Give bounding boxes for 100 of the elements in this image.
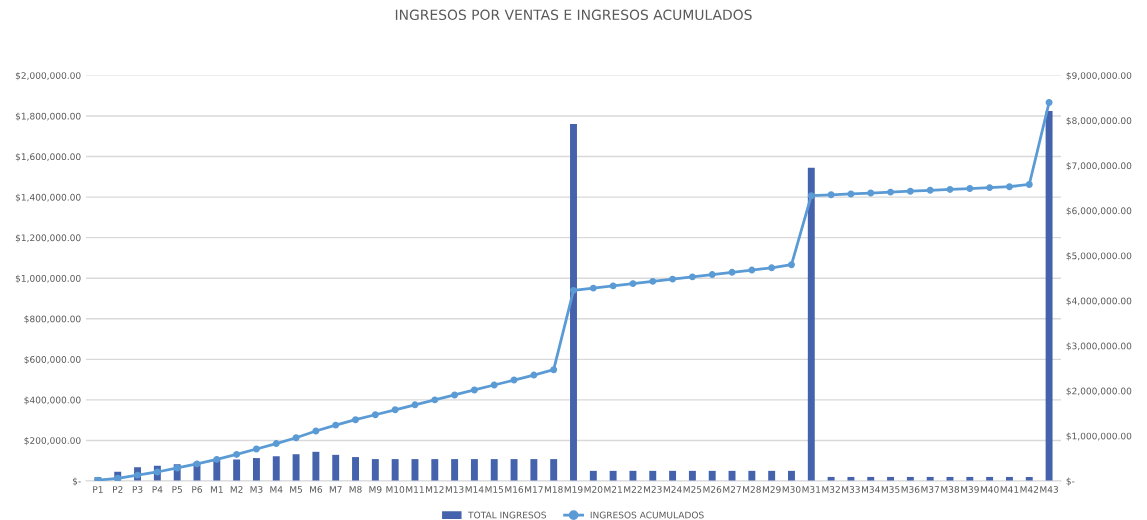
y-tick-label: $1,200,000.00 [15, 234, 81, 243]
x-tick-label: M9 [369, 486, 382, 493]
y2-tick-label: $4,000,000.00 [1066, 297, 1132, 306]
point [292, 434, 300, 442]
point [847, 190, 855, 198]
point [609, 282, 617, 290]
x-tick-label: M31 [802, 486, 821, 493]
point [966, 185, 974, 192]
point [827, 191, 835, 199]
point [272, 440, 280, 448]
x-tick-label: M17 [525, 486, 543, 493]
bar [332, 454, 340, 481]
y2-tick-label: $- [1066, 477, 1075, 486]
y2-tick-label: $1,000,000.00 [1066, 432, 1132, 441]
point [629, 280, 637, 288]
y2-tick-label: $3,000,000.00 [1066, 342, 1132, 351]
point [649, 277, 657, 285]
x-tick-label: M24 [663, 486, 682, 493]
x-tick-label: M25 [683, 486, 702, 493]
x-tick-label: M30 [782, 486, 801, 493]
point [887, 188, 895, 196]
point [906, 187, 914, 195]
x-tick-label: M18 [544, 486, 563, 493]
x-tick-label: M4 [270, 486, 283, 493]
bar [629, 470, 637, 481]
point [570, 286, 577, 294]
x-tick-label: P2 [113, 486, 123, 493]
x-tick-label: M27 [723, 486, 741, 493]
y-tick-label: $1,400,000.00 [15, 193, 81, 202]
point [728, 268, 736, 276]
point [946, 185, 954, 193]
point [1025, 180, 1033, 188]
x-tick-label: M28 [743, 486, 761, 493]
bar [748, 470, 756, 481]
point [371, 411, 379, 419]
bar [807, 167, 815, 481]
y-tick-label: $1,600,000.00 [15, 153, 81, 162]
point [134, 471, 142, 479]
y2-tick-label: $5,000,000.00 [1066, 252, 1132, 261]
bar [292, 454, 300, 481]
bar [470, 459, 478, 481]
point [411, 401, 419, 409]
point [986, 184, 994, 192]
point [193, 460, 201, 468]
bar [589, 470, 597, 481]
y2-tick-label: $7,000,000.00 [1066, 162, 1132, 171]
x-tick-label: M43 [1040, 486, 1058, 493]
bar [768, 470, 776, 481]
x-tick-label: M13 [445, 486, 464, 493]
point [173, 464, 181, 472]
point [352, 416, 359, 424]
x-tick-label: M21 [604, 486, 622, 493]
point [748, 266, 756, 274]
y2-tick-label: $6,000,000.00 [1066, 207, 1132, 216]
x-tick-label: M15 [485, 486, 504, 493]
legend-label: INGRESOS ACUMULADOS [590, 511, 704, 519]
x-tick-label: M6 [310, 486, 323, 493]
point [451, 391, 459, 399]
x-tick-label: M39 [961, 486, 979, 493]
bar [272, 456, 280, 481]
point [431, 396, 439, 404]
point [391, 406, 399, 414]
point [1005, 183, 1013, 191]
y-tick-label: $1,000,000.00 [15, 274, 81, 283]
x-tick-label: M35 [881, 486, 900, 493]
x-tick-label: M36 [901, 486, 920, 493]
point [153, 468, 161, 476]
x-tick-label: M33 [842, 486, 860, 493]
point [233, 450, 241, 458]
y-tick-label: $600,000.00 [24, 355, 81, 365]
point [530, 371, 538, 379]
point [867, 189, 875, 197]
bar [371, 459, 379, 481]
point [589, 284, 597, 292]
y-tick-label: $200,000.00 [24, 437, 81, 446]
y-tick-label: $400,000.00 [24, 396, 81, 405]
x-tick-label: M19 [564, 486, 583, 493]
bar [233, 459, 241, 481]
point [788, 261, 795, 269]
point [213, 455, 221, 463]
x-tick-label: M5 [290, 486, 303, 493]
x-tick-label: M16 [505, 486, 524, 493]
y-tick-label: $2,000,000.00 [15, 71, 81, 81]
x-tick-label: M23 [644, 486, 662, 493]
x-tick-label: M20 [584, 486, 603, 493]
point [550, 366, 558, 374]
bar [312, 451, 320, 481]
x-tick-label: M22 [624, 486, 642, 493]
x-tick-label: M3 [250, 486, 263, 493]
x-tick-label: M38 [941, 486, 960, 493]
bar [530, 459, 538, 481]
x-tick-label: M10 [386, 486, 405, 493]
y2-tick-label: $8,000,000.00 [1066, 117, 1132, 126]
x-tick-label: P1 [93, 486, 103, 493]
bar [510, 459, 518, 481]
x-tick-label: M11 [406, 486, 424, 493]
point [768, 264, 776, 272]
bar [391, 459, 399, 481]
bar [669, 470, 677, 481]
chart-title: INGRESOS POR VENTAS E INGRESOS ACUMULADOS [395, 9, 752, 21]
